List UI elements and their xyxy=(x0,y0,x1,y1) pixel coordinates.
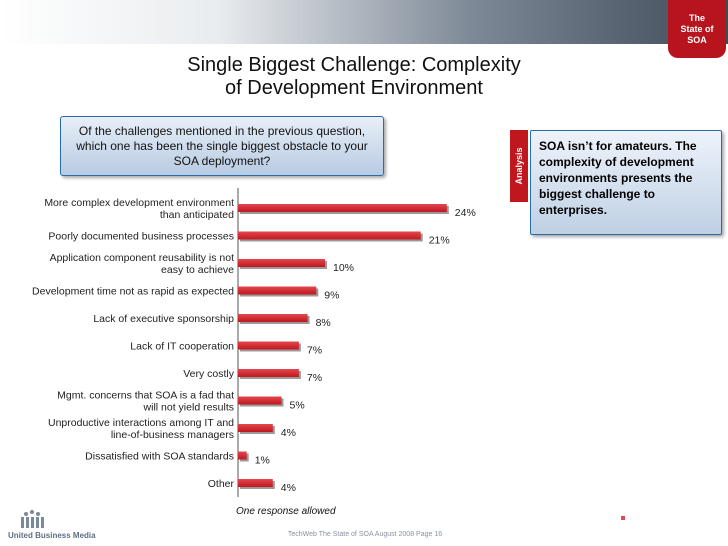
challenges-bar-chart: More complex development environmentthan… xyxy=(32,188,476,497)
footer-page-text: TechWeb The State of SOA August 2008 Pag… xyxy=(287,531,443,538)
badge-line-3: SOA xyxy=(687,34,707,45)
value-label: 5% xyxy=(290,400,305,412)
category-label: Unproductive interactions among IT and xyxy=(48,417,234,429)
bar xyxy=(238,369,299,377)
category-label: More complex development environment xyxy=(44,197,234,209)
footnote: One response allowed xyxy=(236,506,336,517)
category-label: Poorly documented business processes xyxy=(48,231,234,243)
corner-mark xyxy=(621,516,625,520)
value-label: 7% xyxy=(307,345,322,357)
bar xyxy=(238,479,273,487)
bar xyxy=(238,396,282,405)
category-label: will not yield results xyxy=(143,402,234,414)
category-label: Lack of executive sponsorship xyxy=(93,313,234,325)
logo-text: United Business Media xyxy=(8,531,96,540)
title-line-1: Single Biggest Challenge: Complexity xyxy=(187,54,521,76)
bar xyxy=(238,204,447,212)
value-label: 10% xyxy=(333,262,354,274)
value-label: 8% xyxy=(316,317,331,329)
question-callout: Of the challenges mentioned in the previ… xyxy=(60,116,384,176)
category-label: Other xyxy=(208,478,235,490)
value-label: 4% xyxy=(281,427,296,439)
category-label: Development time not as rapid as expecte… xyxy=(32,286,234,298)
value-label: 4% xyxy=(281,482,296,494)
analysis-text: SOA isn’t for amateurs. The complexity o… xyxy=(539,139,697,217)
badge-line-1: The xyxy=(688,12,705,23)
analysis-tab-label: Analysis xyxy=(514,147,524,185)
badge-line-2: State of xyxy=(680,23,714,34)
bar xyxy=(238,424,273,432)
state-of-soa-badge: The State of SOA xyxy=(668,0,726,58)
category-label: easy to achieve xyxy=(161,264,234,276)
category-label: Application component reusability is not xyxy=(50,252,235,264)
analysis-tab: Analysis xyxy=(510,130,528,202)
value-label: 1% xyxy=(255,455,270,467)
question-text: Of the challenges mentioned in the previ… xyxy=(76,123,368,168)
value-label: 7% xyxy=(307,372,322,384)
category-label: Lack of IT cooperation xyxy=(130,341,234,353)
bar xyxy=(238,231,421,240)
category-label: Dissatisfied with SOA standards xyxy=(85,451,234,463)
value-label: 24% xyxy=(455,207,476,219)
slide-title: Single Biggest Challenge: Complexity of … xyxy=(100,54,608,100)
analysis-callout: SOA isn’t for amateurs. The complexity o… xyxy=(530,130,722,235)
bar xyxy=(238,341,299,350)
title-line-2: of Development Environment xyxy=(225,77,483,99)
bar xyxy=(238,314,308,322)
category-label: than anticipated xyxy=(160,209,234,221)
category-label: Very costly xyxy=(183,368,235,380)
category-label: line-of-business managers xyxy=(111,429,234,441)
category-label: Mgmt. concerns that SOA is a fad that xyxy=(57,390,234,402)
bar xyxy=(238,286,317,295)
bar xyxy=(238,259,325,267)
value-label: 21% xyxy=(429,235,450,247)
united-business-media-logo: United Business Media xyxy=(8,510,96,540)
bar xyxy=(238,451,247,460)
header-banner xyxy=(0,0,728,44)
value-label: 9% xyxy=(324,290,339,302)
